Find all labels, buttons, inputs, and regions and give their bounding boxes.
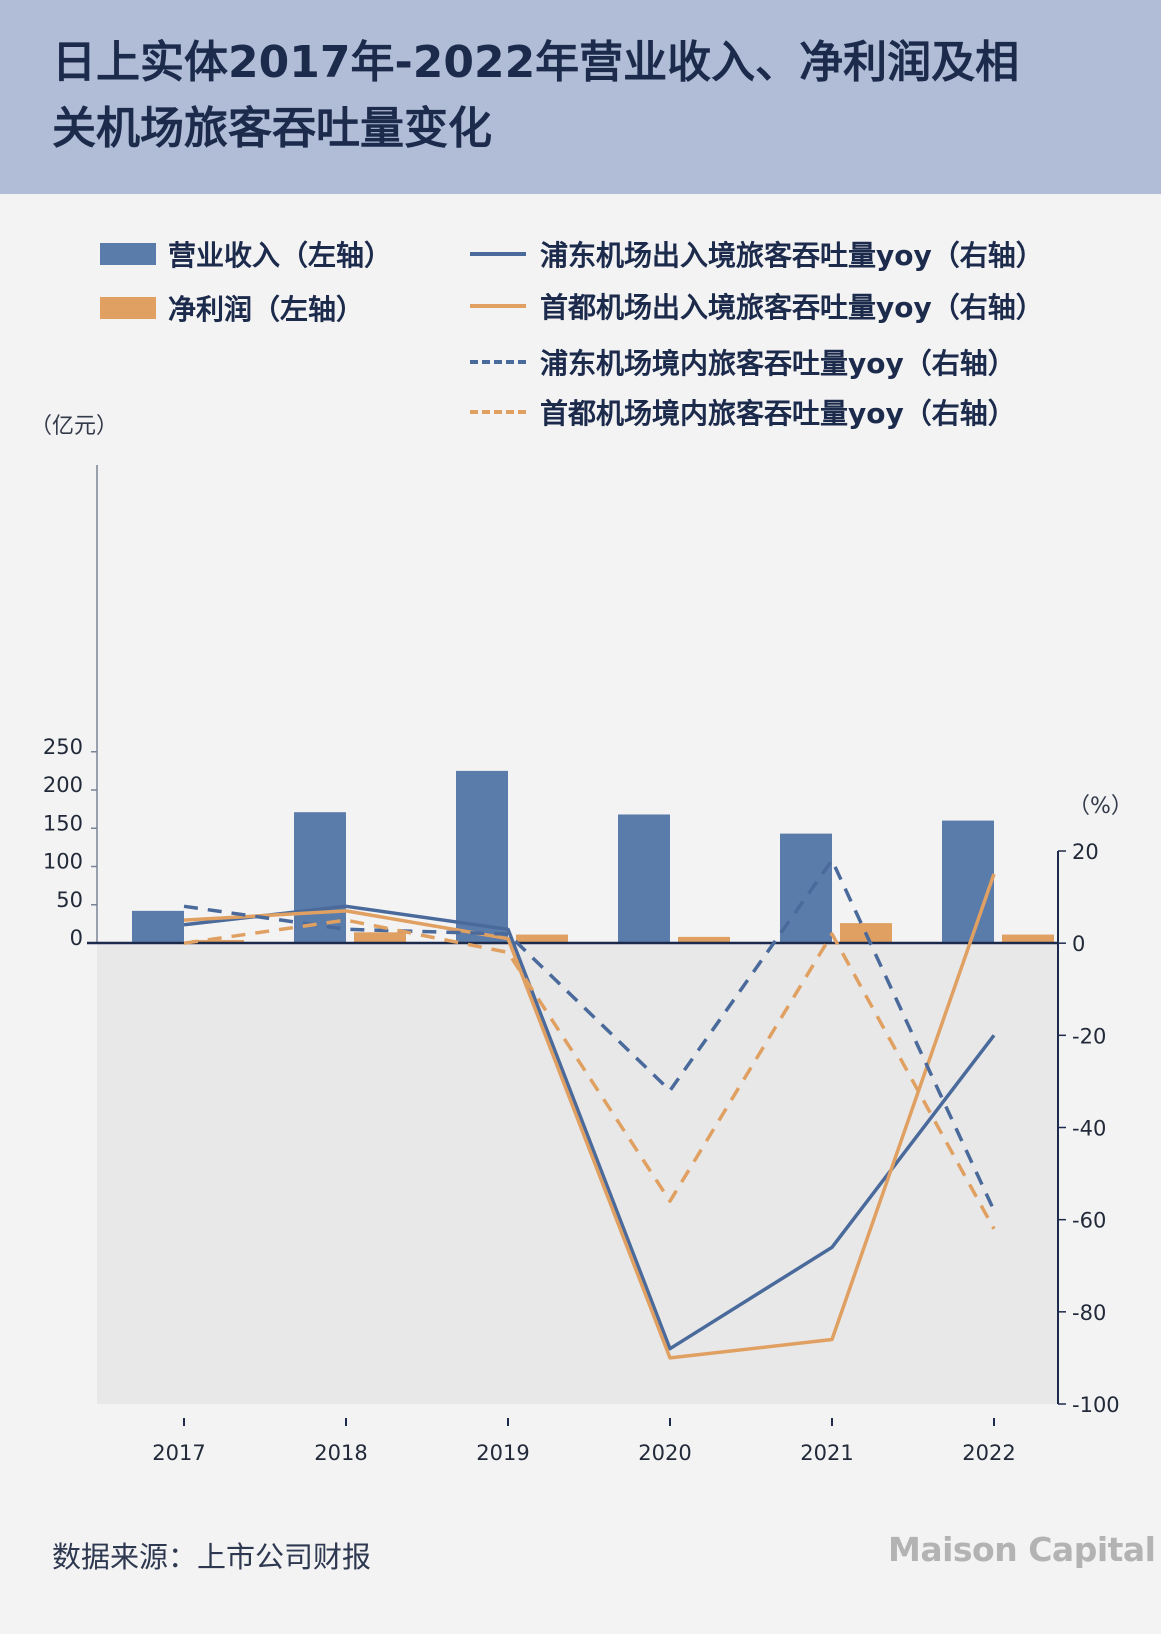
data-source: 数据来源：上市公司财报 bbox=[52, 1540, 372, 1574]
left-tick-label-50: 50 bbox=[56, 888, 83, 912]
bar-revenue-2022 bbox=[942, 820, 994, 943]
right-tick-label--20: -20 bbox=[1072, 1024, 1106, 1048]
legend-label-revenue: 营业收入（左轴） bbox=[168, 239, 393, 272]
legend-swatch-cap-dom bbox=[470, 410, 526, 414]
line-pd-intl bbox=[183, 904, 996, 1351]
legend-label-pd-dom: 浦东机场境内旅客吞吐量yoy（右轴） bbox=[540, 347, 1016, 380]
legend-item-pd-dom: 浦东机场境内旅客吞吐量yoy（右轴） bbox=[470, 342, 1016, 382]
bar-profit-2018 bbox=[354, 932, 406, 943]
left-tick-label-100: 100 bbox=[43, 850, 83, 874]
brand-logo: Maison Capital bbox=[888, 1530, 1156, 1569]
legend-label-profit: 净利润（左轴） bbox=[168, 293, 365, 326]
legend-item-cap-dom: 首都机场境内旅客吞吐量yoy（右轴） bbox=[470, 392, 1016, 432]
bar-profit-2022 bbox=[1002, 934, 1054, 943]
legend-swatch-profit bbox=[100, 297, 156, 319]
bar-profit-2017 bbox=[192, 939, 244, 943]
left-tick-label-0: 0 bbox=[70, 926, 83, 950]
line-cap-dom bbox=[183, 918, 996, 1230]
bar-profit-2020 bbox=[678, 936, 730, 943]
bar-revenue-2018 bbox=[294, 812, 346, 943]
line-cap-intl bbox=[183, 873, 996, 1360]
right-tick-label--60: -60 bbox=[1072, 1209, 1106, 1233]
bar-revenue-2021 bbox=[780, 833, 832, 943]
left-tick-label-150: 150 bbox=[43, 811, 83, 835]
right-tick-label--40: -40 bbox=[1072, 1117, 1106, 1141]
line-pd-dom bbox=[183, 858, 996, 1212]
x-tick-label-2022: 2022 bbox=[962, 1441, 1015, 1465]
right-tick-label-20: 20 bbox=[1072, 840, 1099, 864]
legend-swatch-cap-intl bbox=[470, 304, 526, 308]
x-tick-label-2017: 2017 bbox=[152, 1441, 205, 1465]
legend-label-pd-intl: 浦东机场出入境旅客吞吐量yoy（右轴） bbox=[540, 239, 1044, 272]
bar-revenue-2019 bbox=[456, 770, 508, 943]
x-tick-label-2019: 2019 bbox=[476, 1441, 529, 1465]
left-axis-unit: （亿元） bbox=[30, 414, 119, 439]
legend-swatch-revenue bbox=[100, 243, 156, 265]
bar-profit-2019 bbox=[516, 934, 568, 943]
legend-swatch-pd-dom bbox=[470, 360, 526, 364]
x-tick-label-2018: 2018 bbox=[314, 1441, 367, 1465]
legend-label-cap-intl: 首都机场出入境旅客吞吐量yoy（右轴） bbox=[540, 291, 1044, 324]
x-tick-label-2020: 2020 bbox=[638, 1441, 691, 1465]
left-tick-label-250: 250 bbox=[43, 735, 83, 759]
legend-item-profit: 净利润（左轴） bbox=[100, 288, 364, 328]
legend-item-pd-intl: 浦东机场出入境旅客吞吐量yoy（右轴） bbox=[470, 234, 1044, 274]
bar-revenue-2020 bbox=[618, 814, 670, 943]
legend-item-cap-intl: 首都机场出入境旅客吞吐量yoy（右轴） bbox=[470, 286, 1044, 326]
right-tick-label--100: -100 bbox=[1072, 1393, 1120, 1417]
x-tick-label-2021: 2021 bbox=[800, 1441, 853, 1465]
header-banner: 日上实体2017年-2022年营业收入、净利润及相关机场旅客吞吐量变化 bbox=[0, 0, 1161, 194]
legend-swatch-pd-intl bbox=[470, 252, 526, 256]
right-axis-unit: （%） bbox=[1068, 794, 1133, 819]
legend-label-cap-dom: 首都机场境内旅客吞吐量yoy（右轴） bbox=[540, 397, 1016, 430]
left-tick-label-200: 200 bbox=[43, 773, 83, 797]
negative-region-bg bbox=[97, 943, 1058, 1404]
right-tick-label-0: 0 bbox=[1072, 932, 1085, 956]
right-tick-label--80: -80 bbox=[1072, 1301, 1106, 1325]
legend-item-revenue: 营业收入（左轴） bbox=[100, 234, 392, 274]
bar-revenue-2017 bbox=[132, 910, 184, 943]
chart-title: 日上实体2017年-2022年营业收入、净利润及相关机场旅客吞吐量变化 bbox=[52, 37, 1020, 154]
